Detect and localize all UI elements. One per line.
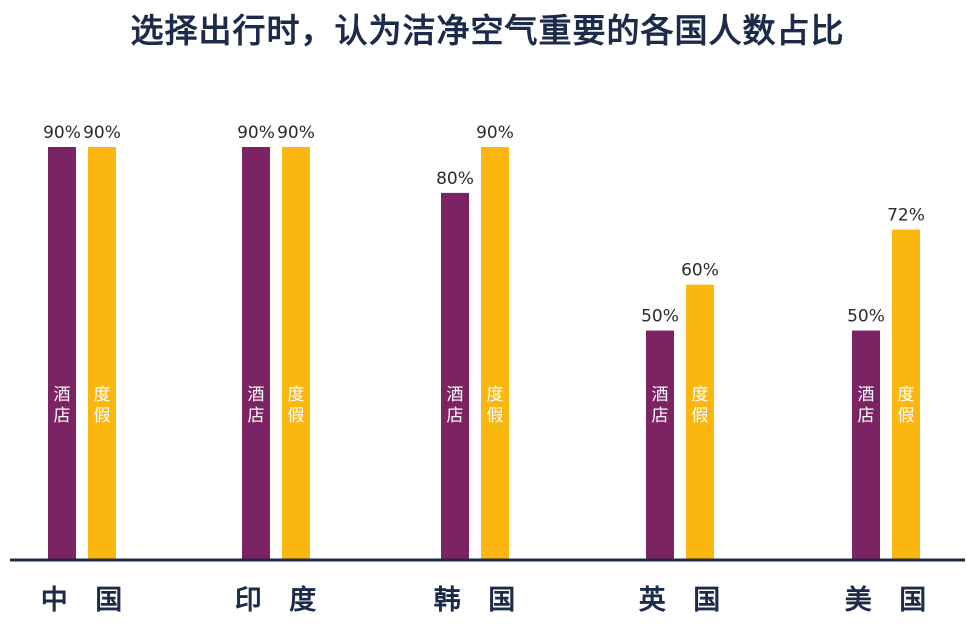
- series-name-in-bar: 度: [94, 385, 111, 405]
- category-label: 美 国: [845, 584, 935, 616]
- series-name-in-bar: 店: [248, 406, 265, 426]
- bar-hotel-1: [242, 147, 270, 560]
- bar-vacation-3: [686, 284, 714, 560]
- bar-hotel-2: [441, 192, 469, 560]
- category-label: 中 国: [41, 585, 131, 616]
- series-name-in-bar: 假: [898, 406, 915, 426]
- category-label: 英 国: [639, 585, 729, 616]
- series-name-in-bar: 假: [94, 406, 111, 426]
- value-label: 90%: [277, 123, 315, 143]
- series-name-in-bar: 酒: [858, 385, 875, 405]
- bar-vacation-1: [282, 147, 310, 560]
- series-name-in-bar: 假: [692, 406, 709, 426]
- value-label: 60%: [681, 261, 719, 281]
- value-label: 72%: [887, 206, 925, 226]
- series-name-in-bar: 店: [54, 406, 71, 426]
- value-label: 90%: [43, 123, 81, 143]
- series-name-in-bar: 店: [858, 406, 875, 426]
- series-name-in-bar: 店: [652, 406, 669, 426]
- chart-title: 选择出行时，认为洁净空气重要的各国人数占比: [130, 11, 845, 50]
- bar-hotel-0: [48, 147, 76, 560]
- value-label: 50%: [847, 307, 885, 327]
- series-name-in-bar: 酒: [248, 385, 265, 405]
- series-name-in-bar: 度: [487, 385, 504, 405]
- series-name-in-bar: 酒: [652, 385, 669, 405]
- series-name-in-bar: 酒: [54, 385, 71, 405]
- bar-vacation-4: [892, 229, 920, 560]
- series-name-in-bar: 度: [288, 385, 305, 405]
- bars-layer: [48, 147, 920, 560]
- bar-hotel-3: [646, 330, 674, 560]
- value-label: 90%: [83, 123, 121, 143]
- series-name-in-bar: 度: [898, 385, 915, 405]
- value-label: 50%: [641, 307, 679, 327]
- series-name-in-bar: 酒: [447, 385, 464, 405]
- bar-vacation-2: [481, 147, 509, 560]
- bar-vacation-0: [88, 147, 116, 560]
- value-label: 80%: [436, 169, 474, 189]
- value-label: 90%: [476, 123, 514, 143]
- series-name-in-bar: 店: [447, 406, 464, 426]
- series-name-in-bar: 度: [692, 385, 709, 405]
- value-label: 90%: [237, 123, 275, 143]
- category-label: 印 度: [235, 584, 325, 616]
- category-label: 韩 国: [434, 585, 524, 616]
- series-name-in-bar: 假: [487, 406, 504, 426]
- series-name-in-bar: 假: [288, 406, 305, 426]
- bar-hotel-4: [852, 330, 880, 560]
